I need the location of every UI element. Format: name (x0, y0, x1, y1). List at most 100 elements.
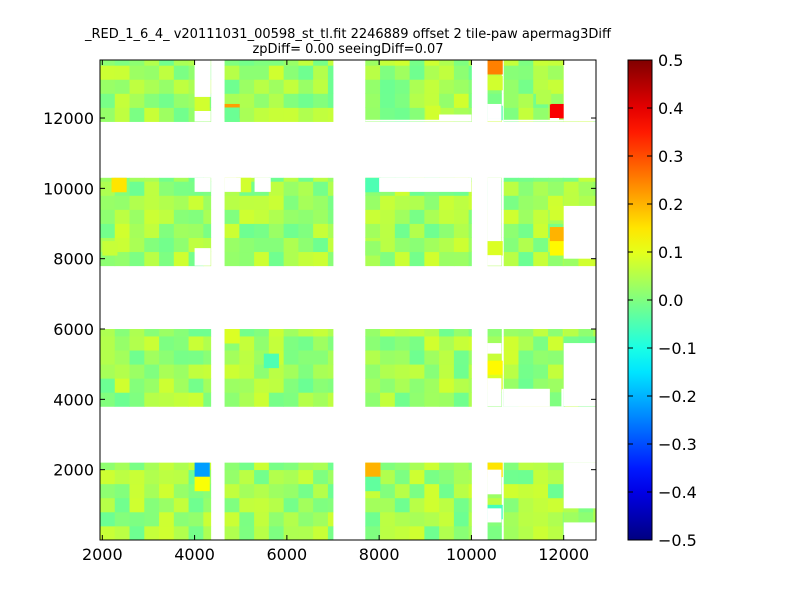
heatmap-cell (159, 65, 175, 80)
heatmap-cell (100, 60, 116, 66)
heatmap-cell (562, 378, 565, 393)
heatmap-cell (159, 79, 175, 94)
heatmap-cell (283, 392, 299, 407)
heatmap-cell (365, 497, 381, 513)
heatmap-cell (114, 497, 130, 513)
heatmap-cell (254, 511, 270, 527)
heatmap-cell (129, 93, 145, 108)
heatmap-cell (114, 336, 130, 351)
heatmap-cell (254, 79, 270, 94)
heatmap-cell (439, 336, 455, 351)
heatmap-cell (394, 209, 410, 224)
heatmap-cell (313, 237, 329, 253)
heatmap-cell (394, 93, 410, 108)
heatmap-cell (159, 497, 175, 513)
heatmap-cell (283, 329, 299, 337)
heatmap-cell (268, 497, 285, 513)
heatmap-cell (518, 483, 534, 499)
heatmap-cell (424, 483, 440, 499)
heatmap-cell (424, 364, 440, 379)
heatmap-cell (268, 336, 285, 351)
heatmap-cell (173, 525, 189, 540)
heatmap-cell (365, 378, 381, 393)
heatmap-cell (394, 378, 410, 393)
heatmap-cell (327, 223, 334, 238)
heatmap-cell (239, 209, 255, 224)
heatmap-cell (114, 107, 130, 122)
heatmap-cell (283, 107, 299, 122)
heatmap-cell (380, 223, 396, 238)
heatmap-cell (144, 177, 160, 182)
heatmap-cell (394, 237, 410, 253)
heatmap-cell (365, 364, 381, 379)
heatmap-cell (503, 237, 519, 253)
heatmap-cell (503, 364, 519, 379)
heatmap-cell (439, 511, 455, 527)
heatmap-cell (453, 209, 470, 224)
heatmap-cell (327, 237, 334, 253)
heatmap-cell (453, 65, 470, 80)
heatmap-cell (100, 469, 116, 485)
heatmap-cell (129, 469, 145, 485)
heatmap-cell (159, 181, 175, 196)
heatmap-cell (439, 251, 455, 267)
heatmap-cell (394, 497, 410, 513)
heatmap-cell (424, 329, 440, 337)
heatmap-cell (439, 364, 455, 379)
heatmap-cell (562, 65, 565, 80)
plot-frame (99, 59, 597, 541)
heatmap-cell (159, 60, 175, 66)
heatmap-cell (380, 65, 396, 80)
heatmap-cell (518, 336, 534, 351)
heatmap-cell (173, 350, 189, 365)
heatmap-cell (453, 462, 470, 471)
heatmap-cell (394, 483, 410, 499)
heatmap-cell (503, 195, 519, 210)
heatmap-cell (518, 93, 534, 108)
heatmap-cell (533, 181, 549, 196)
heatmap-cell-highlight (194, 462, 210, 478)
heatmap-cell (424, 237, 440, 253)
heatmap-cell (394, 195, 410, 210)
heatmap-cell (203, 237, 212, 253)
heatmap-cell (327, 525, 334, 540)
heatmap-cell (380, 329, 396, 337)
missing-region (254, 177, 271, 192)
heatmap-cell (239, 329, 255, 337)
heatmap-cell-highlight (102, 241, 118, 256)
heatmap-cell (298, 181, 314, 196)
heatmap-cell (203, 336, 212, 351)
heatmap-cell (394, 251, 410, 267)
missing-region (563, 205, 596, 259)
heatmap-cell (114, 251, 130, 267)
x-tick-label: 8000 (359, 545, 400, 564)
heatmap-cell (268, 60, 285, 66)
heatmap-cell (188, 511, 204, 527)
heatmap-cell (562, 469, 565, 485)
heatmap-cell (468, 525, 472, 540)
heatmap-cell (144, 462, 160, 471)
heatmap-cell (518, 350, 534, 365)
heatmap-cell (394, 511, 410, 527)
heatmap-cell (129, 79, 145, 94)
colorbar-tick-label: −0.3 (658, 435, 697, 454)
heatmap-cell (518, 107, 534, 122)
heatmap-cell (409, 65, 425, 80)
heatmap-cell (518, 177, 534, 182)
heatmap-cell (203, 497, 212, 513)
heatmap-cell (439, 350, 455, 365)
heatmap-cell (159, 209, 175, 224)
heatmap-cell (533, 177, 549, 182)
heatmap-cell (100, 181, 116, 196)
heatmap-cell (239, 195, 255, 210)
heatmap-cell (129, 525, 145, 540)
heatmap-cell (503, 181, 519, 196)
heatmap-cell (298, 60, 314, 66)
missing-region (563, 343, 596, 407)
heatmap-cell (159, 329, 175, 337)
heatmap-cell (394, 107, 410, 122)
heatmap-cell (159, 364, 175, 379)
heatmap-cell (327, 364, 334, 379)
heatmap-cell (453, 336, 470, 351)
chart-title-line2: zpDiff= 0.00 seeingDiff=0.07 (252, 42, 443, 57)
